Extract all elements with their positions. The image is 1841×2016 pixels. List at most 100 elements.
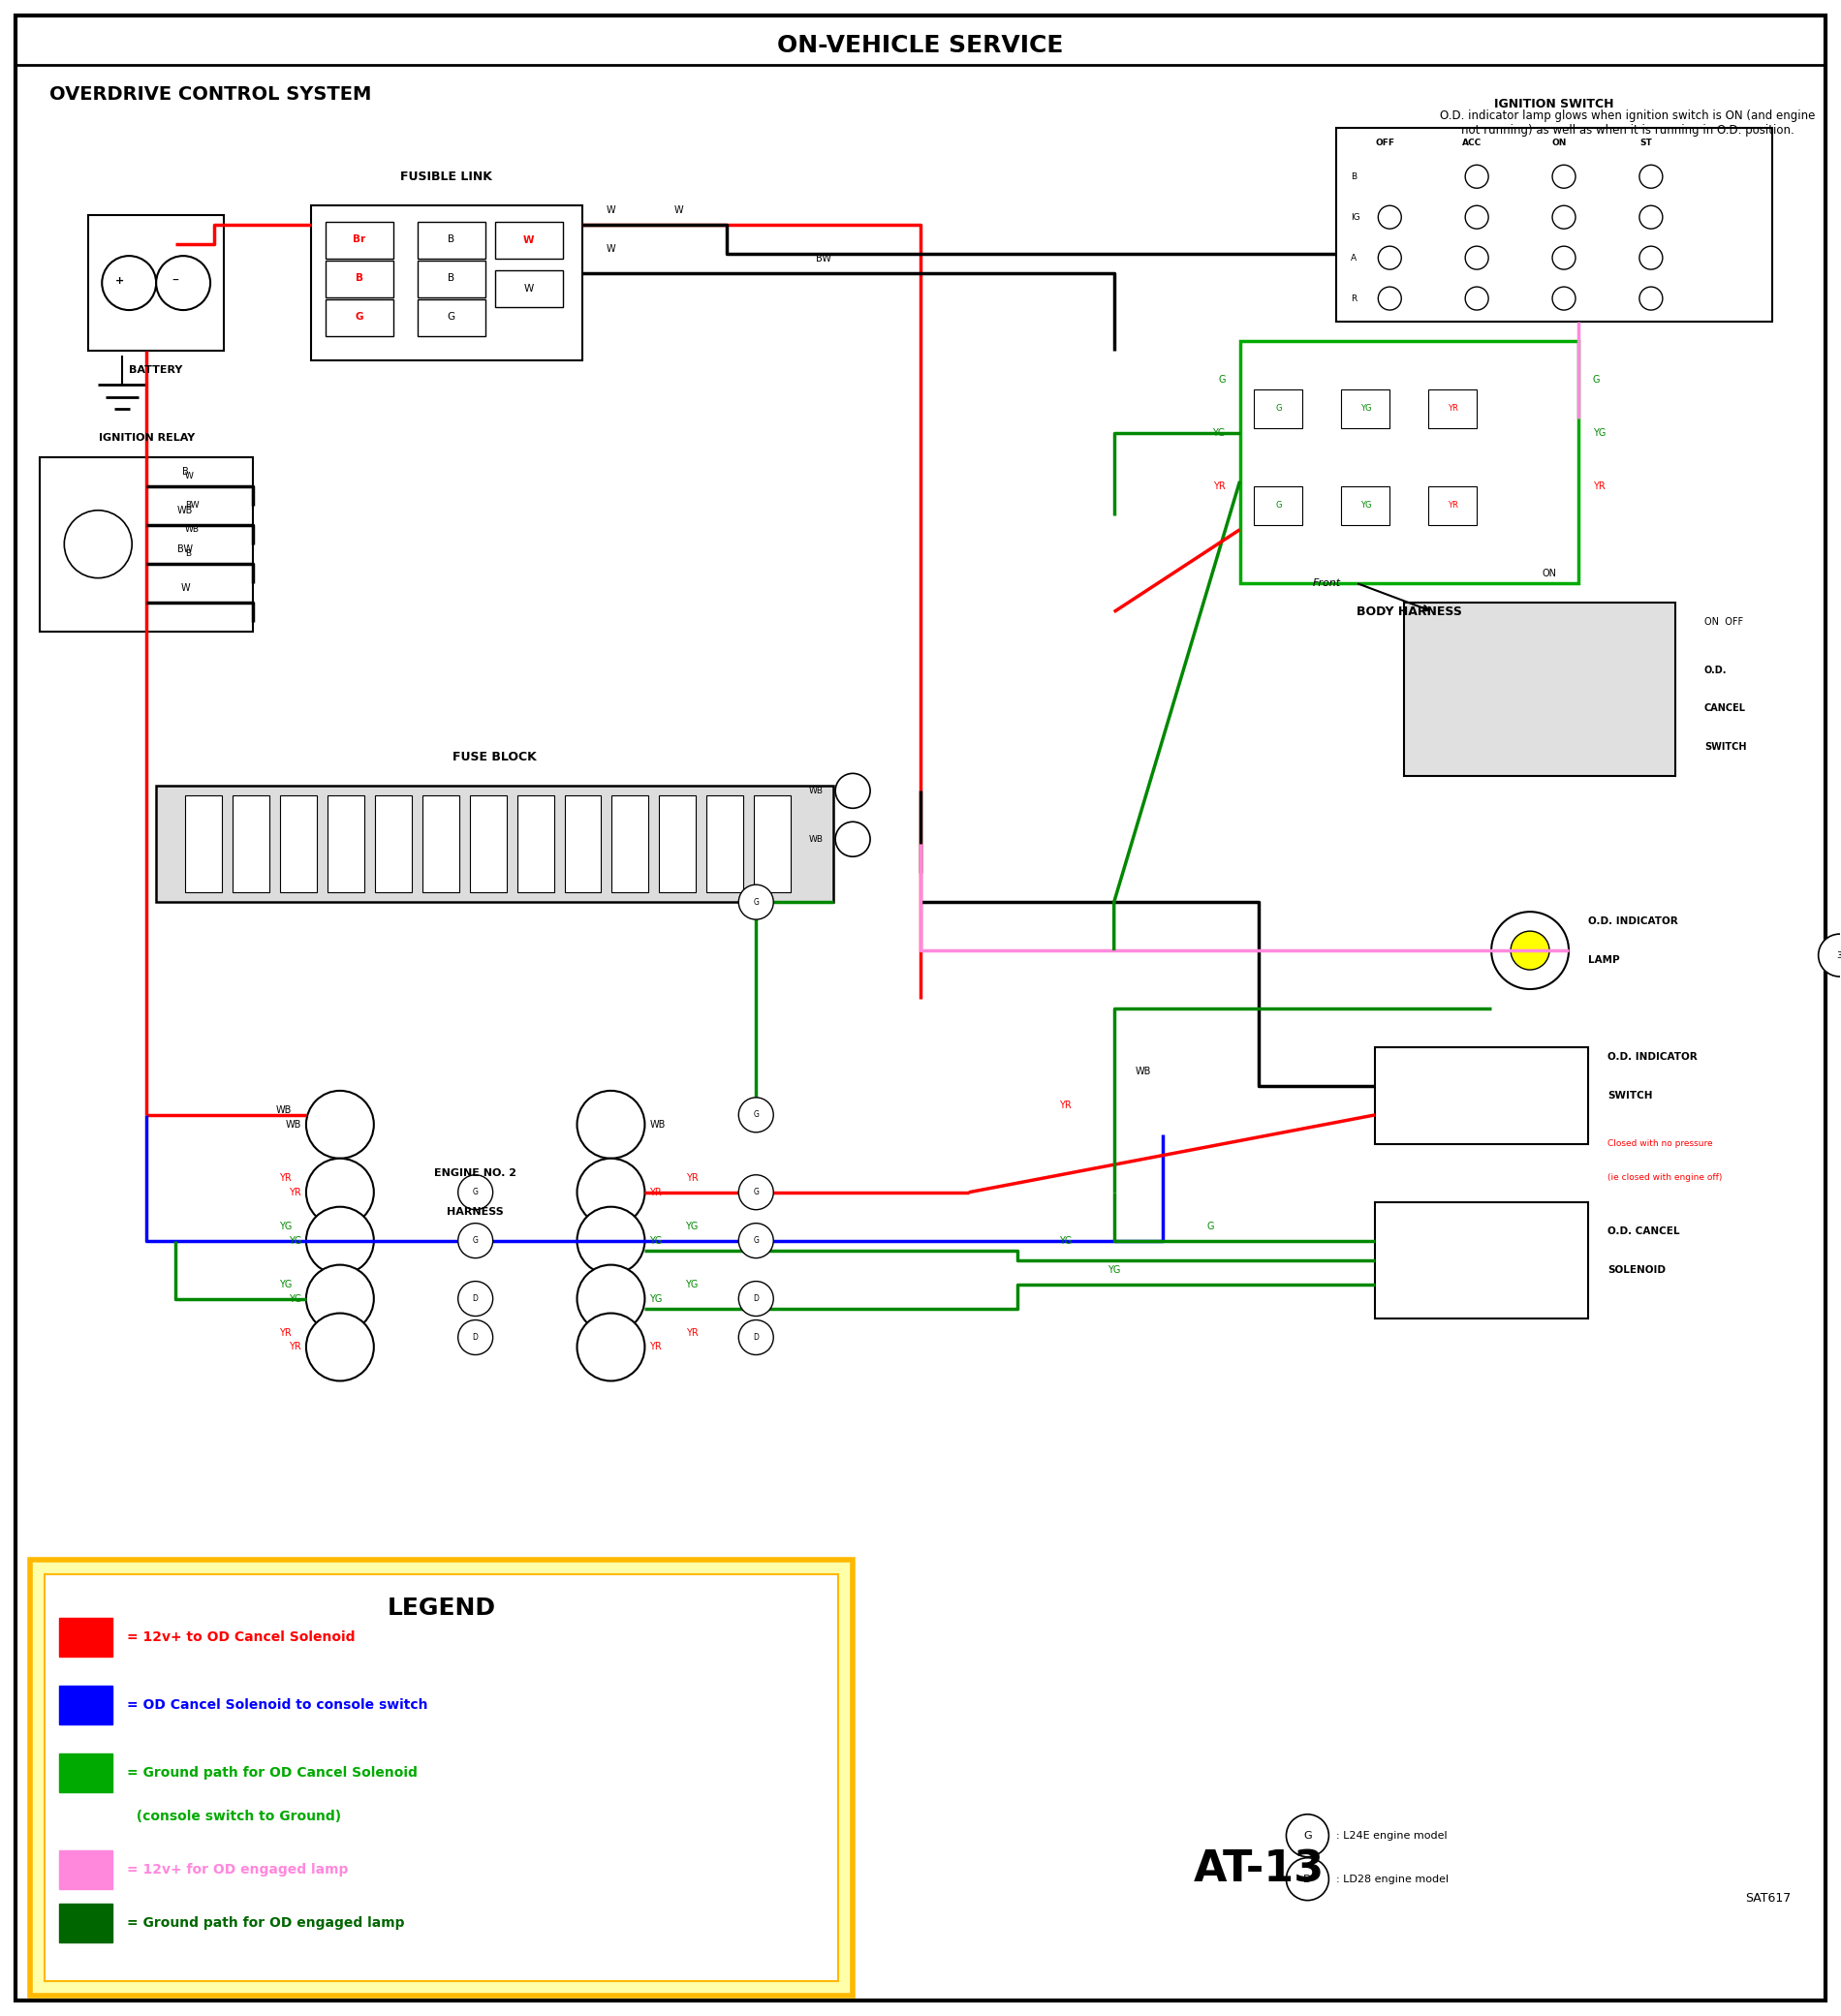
Text: YG: YG <box>1059 1236 1071 1246</box>
Circle shape <box>576 1091 644 1159</box>
Text: BODY HARNESS: BODY HARNESS <box>1357 605 1462 619</box>
Bar <box>41 458 252 631</box>
Text: YR: YR <box>1447 405 1458 413</box>
Circle shape <box>1379 246 1401 270</box>
Text: ACC: ACC <box>1462 139 1482 147</box>
Circle shape <box>836 774 871 808</box>
Text: YG: YG <box>685 1222 698 1232</box>
Bar <box>156 786 834 901</box>
Text: G: G <box>753 897 758 907</box>
Circle shape <box>101 256 156 310</box>
Circle shape <box>738 1175 773 1210</box>
Circle shape <box>836 823 871 857</box>
Text: W: W <box>606 244 615 254</box>
Text: –: – <box>173 274 179 288</box>
Text: G: G <box>1208 1222 1215 1232</box>
Text: G: G <box>753 1187 758 1198</box>
Text: W: W <box>523 284 534 294</box>
Bar <box>495 270 563 306</box>
Text: YR: YR <box>280 1329 291 1337</box>
Bar <box>328 796 365 893</box>
Text: O.D. INDICATOR: O.D. INDICATOR <box>1607 1052 1697 1062</box>
Bar <box>88 216 225 351</box>
Text: YG: YG <box>1360 502 1372 510</box>
Text: BATTERY: BATTERY <box>129 365 182 375</box>
Text: G: G <box>1276 502 1281 510</box>
Text: YR: YR <box>685 1329 698 1337</box>
Circle shape <box>1638 246 1662 270</box>
Bar <box>44 1574 838 1980</box>
Text: SWITCH: SWITCH <box>1705 742 1747 752</box>
Text: IG: IG <box>1351 214 1360 222</box>
Bar <box>469 796 506 893</box>
Text: YR: YR <box>1213 482 1226 492</box>
Text: YG: YG <box>1213 427 1226 437</box>
Circle shape <box>1465 165 1488 187</box>
Text: W: W <box>523 236 534 246</box>
Text: ENGINE NO. 2: ENGINE NO. 2 <box>434 1167 517 1177</box>
Text: B: B <box>182 468 188 476</box>
Text: YG: YG <box>685 1280 698 1288</box>
Text: SOLENOID: SOLENOID <box>1607 1264 1666 1274</box>
Circle shape <box>1511 931 1550 970</box>
Text: FUSE BLOCK: FUSE BLOCK <box>453 750 538 764</box>
Circle shape <box>1465 286 1488 310</box>
Bar <box>418 222 486 258</box>
Text: = Ground path for OD engaged lamp: = Ground path for OD engaged lamp <box>127 1915 405 1929</box>
Text: G: G <box>1276 405 1281 413</box>
Bar <box>376 796 412 893</box>
Text: D: D <box>1303 1875 1311 1883</box>
Circle shape <box>1552 206 1576 228</box>
Text: YR: YR <box>1447 502 1458 510</box>
Circle shape <box>1638 165 1662 187</box>
Circle shape <box>1819 933 1841 976</box>
Text: : L24E engine model: : L24E engine model <box>1337 1831 1447 1841</box>
Circle shape <box>1287 1814 1329 1857</box>
Text: D: D <box>753 1333 758 1343</box>
Text: BW: BW <box>186 502 199 510</box>
Bar <box>29 1560 852 1996</box>
Text: O.D.: O.D. <box>1705 665 1727 675</box>
Bar <box>232 796 269 893</box>
Bar <box>755 796 792 893</box>
Bar <box>1342 389 1390 427</box>
Text: LAMP: LAMP <box>1589 956 1620 966</box>
Bar <box>326 260 394 298</box>
Circle shape <box>576 1159 644 1226</box>
Text: ON  OFF: ON OFF <box>1705 617 1743 627</box>
Text: B: B <box>1351 171 1357 181</box>
Bar <box>1342 486 1390 524</box>
Text: O.D. indicator lamp glows when ignition switch is ON (and engine
not running) as: O.D. indicator lamp glows when ignition … <box>1440 109 1815 137</box>
Text: G: G <box>1219 375 1226 385</box>
Text: O.D. INDICATOR: O.D. INDICATOR <box>1589 917 1677 925</box>
Text: YR: YR <box>289 1343 302 1353</box>
Text: WB: WB <box>650 1119 665 1129</box>
Text: G: G <box>1303 1831 1311 1841</box>
Text: YG: YG <box>1360 405 1372 413</box>
Text: YR: YR <box>1059 1101 1071 1111</box>
Text: (console switch to Ground): (console switch to Ground) <box>127 1810 341 1822</box>
Circle shape <box>1552 165 1576 187</box>
Bar <box>311 206 582 361</box>
Text: D: D <box>473 1294 479 1302</box>
Circle shape <box>306 1312 374 1381</box>
Text: O.D. CANCEL: O.D. CANCEL <box>1607 1226 1679 1236</box>
Text: SWITCH: SWITCH <box>1607 1091 1653 1101</box>
Text: W: W <box>180 583 190 593</box>
Circle shape <box>458 1320 493 1355</box>
Bar <box>517 796 554 893</box>
Text: LEGEND: LEGEND <box>387 1597 495 1621</box>
Circle shape <box>576 1312 644 1381</box>
Bar <box>59 1685 112 1724</box>
Text: W: W <box>186 472 193 480</box>
Text: YR: YR <box>1592 482 1605 492</box>
Text: IGNITION SWITCH: IGNITION SWITCH <box>1495 97 1615 111</box>
Circle shape <box>738 1320 773 1355</box>
Circle shape <box>738 1224 773 1258</box>
Bar <box>326 222 394 258</box>
Text: YG: YG <box>278 1222 291 1232</box>
Text: G: G <box>1592 375 1600 385</box>
Text: B: B <box>355 274 363 282</box>
Text: YG: YG <box>289 1294 302 1304</box>
Bar <box>611 796 648 893</box>
